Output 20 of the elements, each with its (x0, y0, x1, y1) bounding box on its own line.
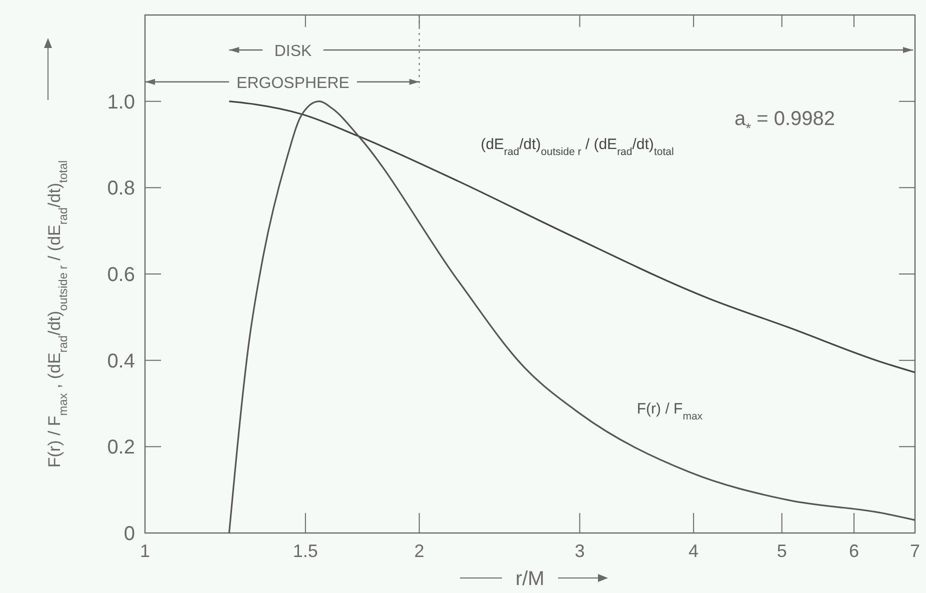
y-tick-label: 0.2 (107, 436, 135, 459)
x-tick-label: 3 (574, 541, 585, 561)
x-tick-label: 7 (910, 541, 920, 561)
y-tick-label: 0.4 (107, 350, 135, 372)
annotation: DISK (274, 43, 312, 60)
x-tick-label: 2 (414, 541, 424, 561)
annotation: a$_{*}$ = 0.9982 (734, 108, 835, 136)
series-label: F(r) / F$_{max}$ (636, 400, 704, 422)
x-axis-title: r/M (516, 568, 544, 590)
x-tick-label: 1.5 (292, 541, 318, 561)
y-tick-label: 0.8 (107, 178, 135, 200)
x-tick-label: 6 (848, 541, 860, 561)
y-tick-label: 0 (124, 523, 135, 545)
x-tick-label: 5 (776, 541, 787, 561)
x-tick-label: 4 (688, 541, 699, 561)
x-tick-label: 1 (140, 541, 150, 561)
annotation: ERGOSPHERE (236, 74, 350, 92)
y-tick-label: 1.0 (107, 91, 135, 114)
y-tick-label: 0.6 (107, 264, 135, 286)
text: (dE$_{rad}$/dt)$_{outside r}$ / (dE$_{rad}$/dt)$_{total}$ (480, 136, 674, 158)
